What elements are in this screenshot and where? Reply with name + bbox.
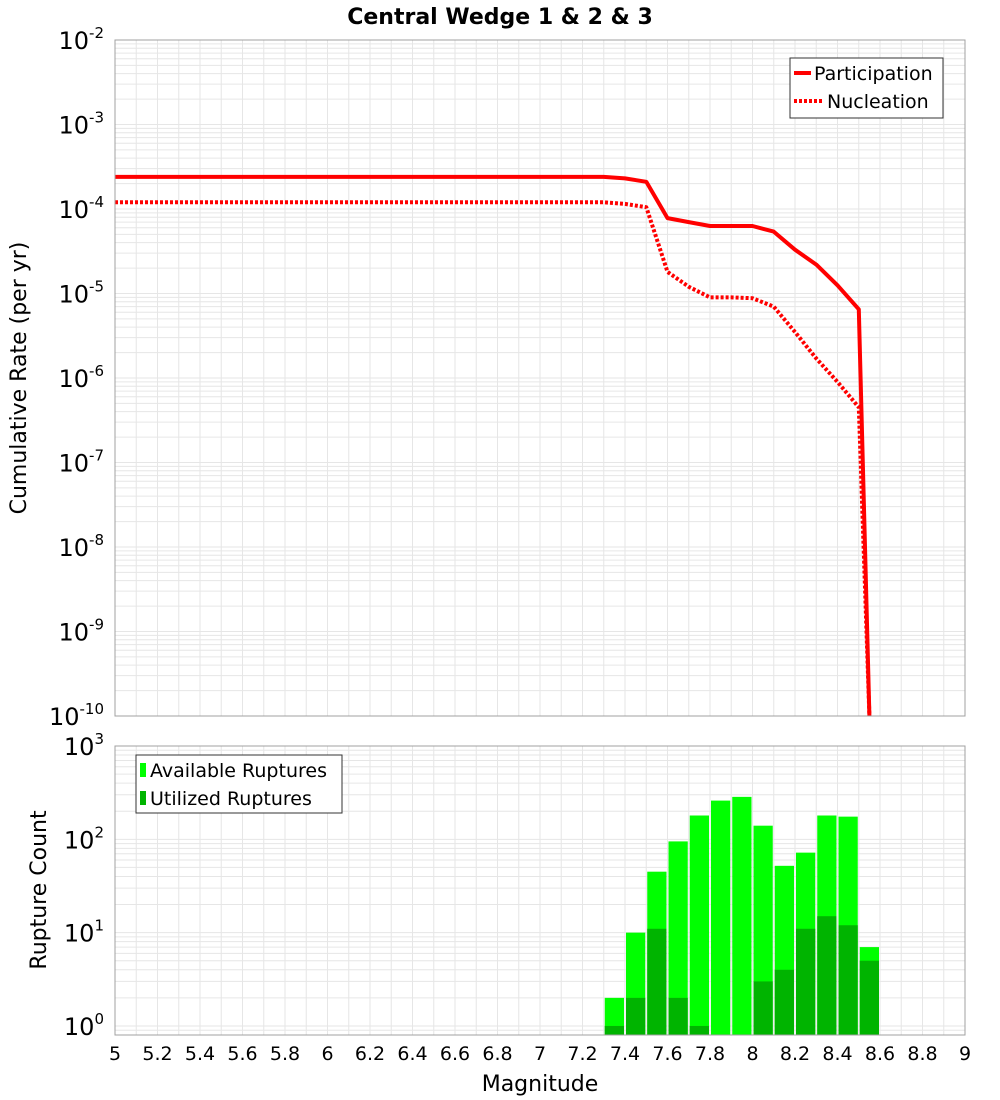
bar-utilized: [838, 925, 858, 1035]
y-tick-label: 10-2: [58, 24, 104, 55]
x-axis-label: Magnitude: [482, 1072, 599, 1097]
x-tick-label: 6.2: [355, 1043, 385, 1065]
rate-grid: [114, 40, 966, 717]
bar-utilized: [753, 981, 773, 1035]
x-tick-label: 7.2: [567, 1043, 597, 1065]
bar-utilized: [859, 960, 879, 1035]
rate-series: [115, 174, 872, 717]
x-tick-label: 9: [959, 1043, 971, 1065]
x-tick-label: 5: [109, 1043, 121, 1065]
x-tick-label: 6: [321, 1043, 333, 1065]
rate-legend-box: [789, 57, 944, 119]
count-bars: [604, 796, 879, 1035]
x-tick-label: 7: [534, 1043, 546, 1065]
count-legend: Available Ruptures Utilized Ruptures: [135, 754, 343, 814]
y-tick-label: 102: [64, 823, 104, 854]
y-tick-label: 10-4: [58, 193, 104, 224]
count-legend-box: [135, 754, 343, 814]
bar-utilized: [626, 997, 646, 1035]
legend-nucleation-label: Nucleation: [827, 91, 929, 113]
bar-available: [689, 815, 709, 1035]
bar-utilized: [668, 997, 688, 1035]
x-tick-label: 5.8: [270, 1043, 300, 1065]
x-tick-label: 5.4: [185, 1043, 215, 1065]
x-tick-label: 6.8: [482, 1043, 512, 1065]
legend-available-swatch: [140, 763, 146, 777]
count-panel: 103 102 101 100 Rupture Count Available Rup…: [27, 730, 971, 1097]
y-tick-label: 10-8: [58, 531, 104, 562]
x-tick-label: 5.2: [142, 1043, 172, 1065]
x-tick-label: 8: [746, 1043, 758, 1065]
x-tick-label: 8.4: [822, 1043, 852, 1065]
rate-legend: Participation Nucleation: [789, 57, 944, 119]
count-plot-frame: [114, 745, 966, 1036]
x-ticks: 5 5.2 5.4 5.6 5.8 6 6.2 6.4 6.6 6.8 7 7.2 7.4 7.6 7.8 8…: [109, 1043, 971, 1065]
legend-available-label: Available Ruptures: [150, 760, 327, 782]
x-tick-label: 7.6: [652, 1043, 682, 1065]
y-tick-label: 10-6: [58, 362, 104, 393]
rate-plot-frame: [114, 39, 966, 717]
bar-utilized: [817, 916, 837, 1035]
y-tick-label: 10-3: [58, 109, 104, 140]
bar-utilized: [774, 969, 794, 1035]
y-tick-label: 10-5: [58, 278, 104, 309]
legend-participation-label: Participation: [814, 63, 933, 85]
series-line-nucleation: [115, 200, 872, 717]
series-line-participation: [115, 174, 872, 717]
y-tick-label: 10-10: [49, 700, 104, 731]
x-tick-label: 5.6: [227, 1043, 257, 1065]
count-y-axis-label: Rupture Count: [27, 810, 52, 970]
x-tick-label: 7.8: [695, 1043, 725, 1065]
x-tick-label: 8.2: [780, 1043, 810, 1065]
bar-available: [668, 841, 688, 1035]
bar-available: [732, 796, 752, 1035]
bar-utilized: [796, 928, 816, 1035]
count-y-ticks: 103 102 101 100: [64, 730, 104, 1041]
y-tick-label: 103: [64, 730, 104, 761]
x-tick-label: 8.8: [907, 1043, 937, 1065]
bar-available: [604, 997, 624, 1035]
y-tick-label: 100: [64, 1010, 104, 1041]
bar-utilized: [647, 928, 667, 1035]
bar-utilized: [604, 1025, 624, 1035]
chart-title: Central Wedge 1 & 2 & 3: [347, 5, 653, 30]
rate-y-ticks: 10-2 10-3 10-4 10-5 10-6 10-7 10-8 10-9 10-10: [49, 24, 104, 731]
y-tick-label: 10-9: [58, 616, 104, 647]
x-tick-label: 6.4: [397, 1043, 427, 1065]
x-tick-label: 8.6: [865, 1043, 895, 1065]
x-tick-label: 6.6: [440, 1043, 470, 1065]
y-tick-label: 101: [64, 917, 104, 948]
rate-y-axis-label: Cumulative Rate (per yr): [7, 242, 32, 515]
y-tick-label: 10-7: [58, 447, 104, 478]
rate-panel: 10-2 10-3 10-4 10-5 10-6 10-7 10-8 10-9 10-10 Cu…: [7, 24, 966, 731]
legend-utilized-label: Utilized Ruptures: [150, 788, 312, 810]
bar-utilized: [689, 1025, 709, 1035]
x-tick-label: 7.4: [610, 1043, 640, 1065]
bar-available: [711, 800, 731, 1035]
legend-utilized-swatch: [140, 791, 146, 805]
